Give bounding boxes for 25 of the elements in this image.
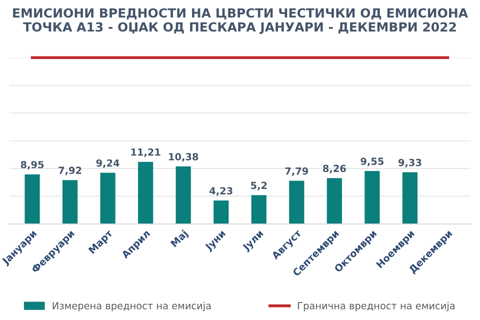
bar <box>326 178 342 224</box>
legend-label: Измерена вредност на емисија <box>52 302 211 312</box>
data-label: 9,33 <box>398 158 422 168</box>
bar <box>364 171 380 224</box>
bar <box>100 172 116 224</box>
data-label: 7,92 <box>58 166 82 176</box>
bar <box>251 195 266 224</box>
data-label: 11,21 <box>131 148 160 158</box>
data-label: 10,38 <box>169 153 198 162</box>
chart-title: ЕМИСИОНИ ВРЕДНОСТИ НА ЦВРСТИ ЧЕСТИЧКИ ОД ЕМИСИОНА ТОЧКА А13 - ОЏАК ОД ПЕСКАРА ЈАНУАРИ - ДЕКЕМВРИ 2022 <box>13 8 468 34</box>
data-label: 7,79 <box>285 167 308 176</box>
data-label: 8,95 <box>20 160 44 170</box>
bar <box>138 162 154 224</box>
bar <box>214 200 229 224</box>
legend-label: Гранична вредност на емисија <box>298 302 454 312</box>
data-label: 4,23 <box>210 187 232 196</box>
bar <box>289 180 304 224</box>
data-label: 5,2 <box>251 182 267 190</box>
data-label: 8,26 <box>323 164 346 174</box>
bar <box>402 172 418 224</box>
bar <box>24 174 40 224</box>
data-label: 9,55 <box>360 158 384 166</box>
data-label: 9,24 <box>96 159 120 168</box>
bar <box>62 180 78 224</box>
bar <box>176 166 191 224</box>
